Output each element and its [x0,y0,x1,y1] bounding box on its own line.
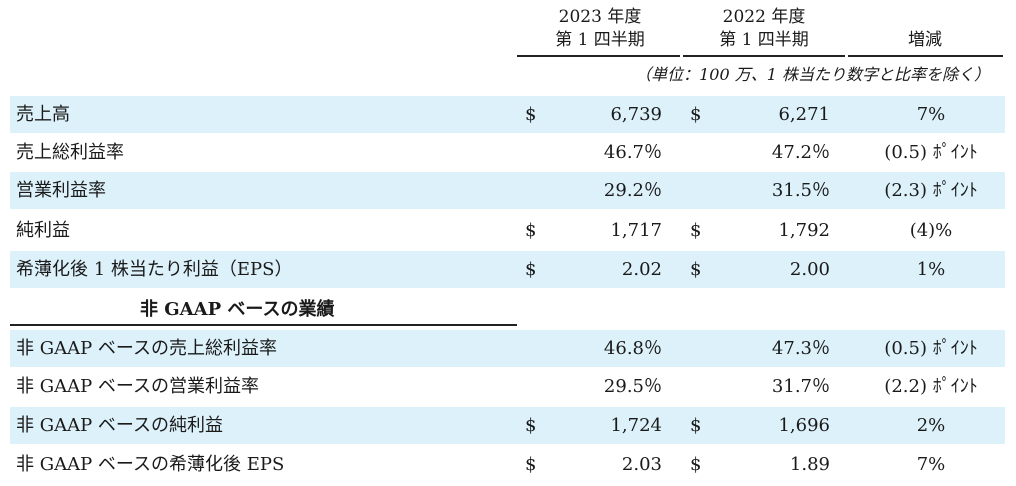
header-2023-year: 2023 年度 [558,7,642,27]
change-value: (2.2) ﾎﾟｲﾝﾄ [884,376,978,397]
table-row-nongaap-diluted-eps: 非 GAAP ベースの希薄化後 EPS $ 2.03 $ 1.89 7% [10,446,1005,483]
header-change-underline [848,55,1003,57]
value-2023: 29.5％ [603,376,662,397]
row-label: 営業利益率 [16,180,106,201]
header-change: 増減 [850,29,1000,52]
header-2022: 2022 年度 第 1 四半期 [684,6,844,52]
dollar-sign-2022: $ [690,454,702,475]
change-value: (2.3) ﾎﾟｲﾝﾄ [884,180,978,201]
dollar-sign-2022: $ [690,259,702,280]
table-row-nongaap-net-income: 非 GAAP ベースの純利益 $ 1,724 $ 1,696 2% [10,407,1005,444]
value-2022: 31.5％ [771,180,830,201]
header-change-label: 増減 [908,30,942,50]
header-2023-underline [517,55,680,57]
value-2022: 1,792 [778,220,830,241]
value-2022: 1.89 [789,454,830,475]
dollar-sign-2023: $ [525,104,537,125]
value-2022: 2.00 [789,259,830,280]
header-2022-quarter: 第 1 四半期 [719,30,809,50]
change-value: (0.5) ﾎﾟｲﾝﾄ [884,338,978,359]
change-value: (4)% [909,220,953,241]
value-2022: 1,696 [778,415,830,436]
value-2023: 46.7％ [603,142,662,163]
table-row-net-income: 純利益 $ 1,717 $ 1,792 (4)% [10,212,1005,249]
value-2023: 29.2％ [603,180,662,201]
value-2023: 46.8％ [603,338,662,359]
header-2023: 2023 年度 第 1 四半期 [520,6,680,52]
value-2023: 1,717 [610,220,662,241]
dollar-sign-2022: $ [690,220,702,241]
row-label: 売上総利益率 [16,142,124,163]
value-2023: 2.02 [621,259,662,280]
dollar-sign-2022: $ [690,415,702,436]
table-row-nongaap-gross-margin: 非 GAAP ベースの売上総利益率 46.8％ 47.3％ (0.5) ﾎﾟｲﾝ… [10,330,1005,367]
value-2022: 47.3％ [771,338,830,359]
dollar-sign-2023: $ [525,415,537,436]
value-2022: 47.2％ [771,142,830,163]
dollar-sign-2022: $ [690,104,702,125]
change-value: 1% [916,259,946,280]
header-2022-underline [683,55,845,57]
row-label: 純利益 [16,220,70,241]
value-2022: 6,271 [778,104,830,125]
table-row-gross-margin: 売上総利益率 46.7％ 47.2％ (0.5) ﾎﾟｲﾝﾄ [10,134,1005,171]
row-label: 非 GAAP ベースの希薄化後 EPS [16,454,285,475]
row-label: 非 GAAP ベースの営業利益率 [16,376,260,397]
row-label: 非 GAAP ベースの純利益 [16,415,224,436]
value-2023: 2.03 [621,454,662,475]
row-label: 希薄化後 1 株当たり利益（EPS） [16,259,293,280]
dollar-sign-2023: $ [525,220,537,241]
dollar-sign-2023: $ [525,259,537,280]
value-2023: 1,724 [610,415,662,436]
change-value: 7% [916,104,946,125]
table-row-operating-margin: 営業利益率 29.2％ 31.5％ (2.3) ﾎﾟｲﾝﾄ [10,172,1005,209]
header-2023-quarter: 第 1 四半期 [555,30,645,50]
section-underline [10,324,517,326]
value-2022: 31.7％ [771,376,830,397]
table-row-revenue: 売上高 $ 6,739 $ 6,271 7% [10,96,1005,133]
unit-note: （単位：100 万、1 株当たり数字と比率を除く） [635,65,990,84]
row-label: 非 GAAP ベースの売上総利益率 [16,338,278,359]
value-2023: 6,739 [610,104,662,125]
table-row-nongaap-operating-margin: 非 GAAP ベースの営業利益率 29.5％ 31.7％ (2.2) ﾎﾟｲﾝﾄ [10,368,1005,405]
change-value: 2% [916,415,946,436]
row-label: 売上高 [16,104,70,125]
section-title-non-gaap: 非 GAAP ベースの業績 [140,299,335,320]
header-2022-year: 2022 年度 [722,7,806,27]
table-row-diluted-eps: 希薄化後 1 株当たり利益（EPS） $ 2.02 $ 2.00 1% [10,251,1005,288]
change-value: (0.5) ﾎﾟｲﾝﾄ [884,142,978,163]
dollar-sign-2023: $ [525,454,537,475]
change-value: 7% [916,454,946,475]
